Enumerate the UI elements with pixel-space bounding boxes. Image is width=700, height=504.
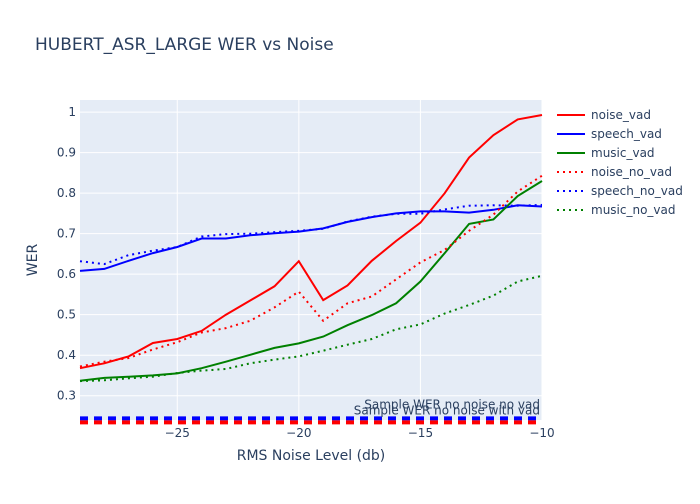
series-line-music-vad [79,180,543,382]
legend-item-noise-vad[interactable]: noise_vad [557,108,651,122]
legend-item-speech-no-vad[interactable]: speech_no_vad [557,184,683,198]
legend-item-speech-vad[interactable]: speech_vad [557,127,662,141]
x-axis-title: RMS Noise Level (db) [237,448,386,464]
x-tick-label: −20 [286,426,311,440]
x-tick-label: −10 [529,426,554,440]
y-tick-label: 1 [68,105,76,119]
y-tick-label: 0.7 [57,227,76,241]
legend-label: music_no_vad [591,203,676,217]
reference-line-label: Sample WER no noise with vad [354,403,540,417]
legend-item-noise-no-vad[interactable]: noise_no_vad [557,165,672,179]
y-tick-label: 0.8 [57,186,76,200]
plot-area [80,100,542,420]
series-line-noise-no-vad [79,174,543,368]
series-lines [79,114,543,383]
chart-title: HUBERT_ASR_LARGE WER vs Noise [35,35,334,55]
y-tick-label: 0.9 [57,146,76,160]
legend-label: noise_vad [591,108,651,122]
legend-item-music-no-vad[interactable]: music_no_vad [557,203,676,217]
y-tick-label: 0.5 [57,308,76,322]
legend-label: noise_no_vad [591,165,672,179]
y-tick-label: 0.3 [57,389,76,403]
y-tick-label: 0.6 [57,267,76,281]
reference-line-label: Sample WER no noise no vad [364,397,540,411]
y-tick-label: 0.4 [57,348,76,362]
x-tick-label: −25 [165,426,190,440]
series-line-speech-no-vad [79,203,543,266]
legend-label: speech_no_vad [591,184,683,198]
x-tick-label: −15 [408,426,433,440]
y-axis-title: WER [25,244,41,277]
legend-label: music_vad [591,146,655,160]
axis-tick-labels: 0.3 0.4 0.5 0.6 0.7 0.8 0.9 1 −25 −20 −15 −10 [57,105,555,440]
legend-item-music-vad[interactable]: music_vad [557,146,655,160]
legend[interactable]: noise_vad speech_vad music_vad noise_no_vad… [557,108,683,217]
legend-label: speech_vad [591,127,662,141]
series-line-noise-vad [79,114,543,370]
